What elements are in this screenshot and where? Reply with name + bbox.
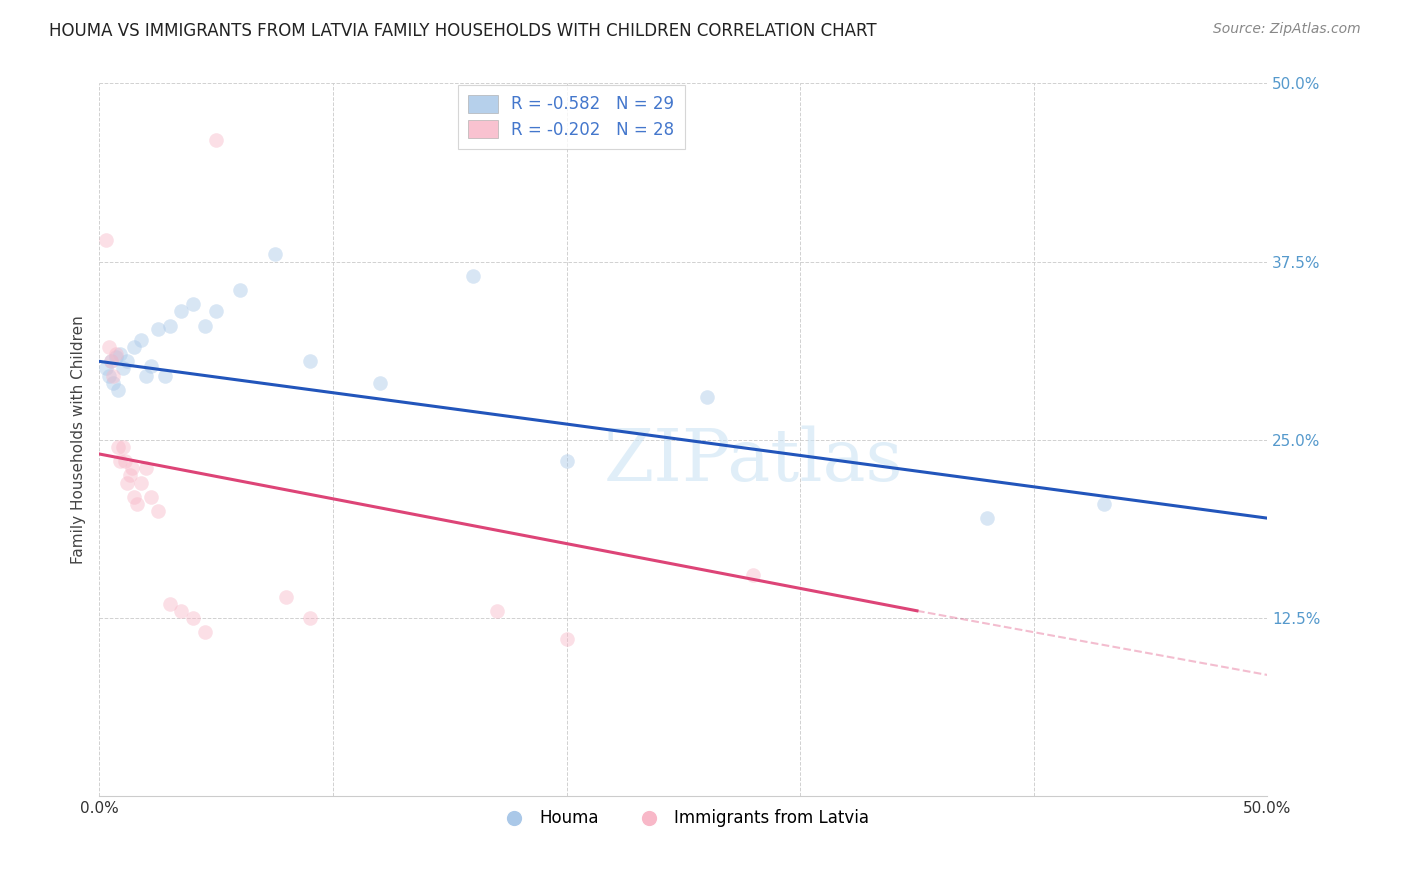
Point	[976, 511, 998, 525]
Point	[131, 333, 153, 347]
Point	[159, 318, 181, 333]
Point	[124, 490, 146, 504]
Point	[117, 475, 139, 490]
Point	[742, 568, 765, 582]
Point	[111, 440, 134, 454]
Point	[205, 133, 228, 147]
Point	[485, 604, 508, 618]
Point	[96, 361, 118, 376]
Point	[97, 368, 120, 383]
Legend: Houma, Immigrants from Latvia: Houma, Immigrants from Latvia	[491, 803, 876, 834]
Text: HOUMA VS IMMIGRANTS FROM LATVIA FAMILY HOUSEHOLDS WITH CHILDREN CORRELATION CHAR: HOUMA VS IMMIGRANTS FROM LATVIA FAMILY H…	[49, 22, 877, 40]
Point	[110, 454, 132, 468]
Point	[193, 318, 215, 333]
Point	[228, 283, 250, 297]
Point	[298, 611, 321, 625]
Point	[125, 497, 148, 511]
Point	[107, 440, 129, 454]
Point	[135, 461, 157, 475]
Point	[104, 350, 127, 364]
Point	[135, 368, 157, 383]
Point	[193, 625, 215, 640]
Point	[97, 340, 120, 354]
Point	[103, 368, 125, 383]
Point	[118, 468, 141, 483]
Point	[263, 247, 285, 261]
Point	[696, 390, 718, 404]
Point	[181, 297, 204, 311]
Point	[146, 321, 169, 335]
Point	[131, 475, 153, 490]
Point	[276, 590, 298, 604]
Point	[555, 632, 578, 647]
Y-axis label: Family Households with Children: Family Households with Children	[72, 316, 86, 564]
Point	[153, 368, 176, 383]
Text: Source: ZipAtlas.com: Source: ZipAtlas.com	[1213, 22, 1361, 37]
Point	[107, 383, 129, 397]
Point	[110, 347, 132, 361]
Point	[298, 354, 321, 368]
Point	[114, 454, 136, 468]
Point	[181, 611, 204, 625]
Point	[121, 461, 143, 475]
Point	[100, 354, 122, 368]
Point	[124, 340, 146, 354]
Point	[463, 268, 485, 283]
Point	[555, 454, 578, 468]
Point	[111, 361, 134, 376]
Point	[139, 490, 162, 504]
Point	[104, 347, 127, 361]
Point	[205, 304, 228, 318]
Point	[103, 376, 125, 390]
Point	[146, 504, 169, 518]
Point	[170, 604, 193, 618]
Point	[170, 304, 193, 318]
Point	[159, 597, 181, 611]
Point	[117, 354, 139, 368]
Point	[1092, 497, 1115, 511]
Text: ZIPatlas: ZIPatlas	[603, 425, 903, 497]
Point	[96, 233, 118, 247]
Point	[100, 354, 122, 368]
Point	[368, 376, 391, 390]
Point	[139, 359, 162, 373]
